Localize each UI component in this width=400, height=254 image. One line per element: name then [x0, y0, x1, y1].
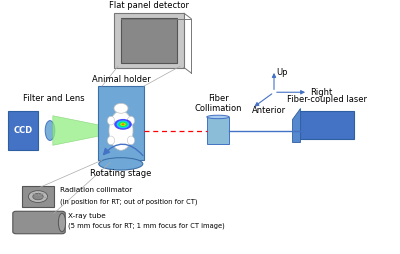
Polygon shape [53, 116, 102, 145]
Text: Flat panel detector: Flat panel detector [109, 1, 189, 9]
Circle shape [118, 122, 127, 127]
Text: CCD: CCD [13, 126, 33, 135]
Text: X-ray tube: X-ray tube [68, 213, 106, 219]
Text: Fiber
Collimation: Fiber Collimation [194, 94, 242, 113]
Circle shape [28, 191, 48, 202]
Ellipse shape [109, 111, 133, 150]
Circle shape [33, 193, 43, 200]
Text: (in position for RT; out of position for CT): (in position for RT; out of position for… [60, 198, 198, 205]
Ellipse shape [127, 136, 134, 145]
Text: Filter and Lens: Filter and Lens [23, 94, 85, 103]
Text: Rotating stage: Rotating stage [90, 169, 152, 178]
Bar [207, 117, 229, 144]
Bar [8, 111, 38, 150]
Circle shape [120, 123, 126, 126]
Text: Fiber-coupled laser: Fiber-coupled laser [287, 95, 367, 104]
Circle shape [114, 119, 132, 130]
Ellipse shape [107, 116, 114, 125]
Bar [114, 13, 184, 68]
Text: Right: Right [310, 88, 332, 97]
Ellipse shape [107, 136, 114, 145]
Bar [98, 86, 144, 160]
Ellipse shape [114, 103, 128, 113]
Ellipse shape [127, 116, 134, 125]
Text: Animal holder: Animal holder [92, 75, 150, 84]
Ellipse shape [58, 213, 66, 232]
Text: Anterior: Anterior [252, 106, 286, 115]
Text: (5 mm focus for RT; 1 mm focus for CT image): (5 mm focus for RT; 1 mm focus for CT im… [68, 223, 225, 229]
Polygon shape [292, 108, 300, 142]
Circle shape [122, 123, 125, 125]
Bar [22, 186, 54, 207]
Ellipse shape [99, 158, 143, 170]
Text: Radiation collimator: Radiation collimator [60, 187, 132, 193]
Bar [300, 111, 354, 139]
Bar [121, 18, 177, 63]
Circle shape [117, 120, 130, 128]
Ellipse shape [45, 121, 55, 140]
Text: Up: Up [276, 68, 288, 76]
FancyBboxPatch shape [13, 211, 65, 234]
Ellipse shape [207, 115, 229, 119]
